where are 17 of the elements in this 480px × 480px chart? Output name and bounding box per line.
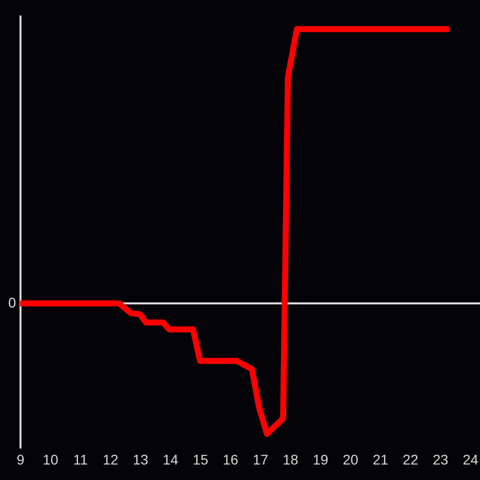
x-tick-label: 17 [252,452,268,468]
x-tick-label: 14 [162,452,178,468]
x-tick-label: 16 [222,452,238,468]
ref-line-label: 0 [8,294,16,310]
x-tick-label: 19 [312,452,328,468]
x-tick-label: 11 [73,452,88,468]
x-tick-label: 10 [42,452,58,468]
x-tick-label: 22 [402,452,418,468]
x-tick-label: 18 [282,452,298,468]
x-tick-label: 24 [462,452,478,468]
x-tick-label: 15 [192,452,208,468]
x-tick-label: 23 [432,452,448,468]
x-tick-label: 12 [102,452,118,468]
x-tick-label: 13 [132,452,148,468]
x-tick-label: 20 [342,452,358,468]
x-tick-label: 21 [372,452,388,468]
x-tick-label: 9 [16,452,25,468]
